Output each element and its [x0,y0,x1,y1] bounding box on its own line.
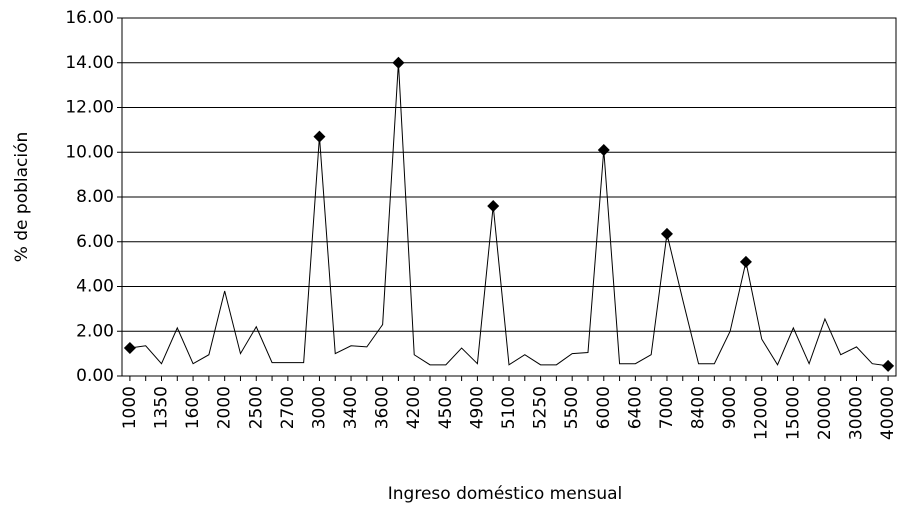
x-tick-label: 1350 [151,386,171,429]
x-tick-label: 1600 [183,386,203,429]
marker [882,359,895,372]
x-tick-label: 12000 [752,386,772,440]
marker [660,227,673,240]
x-tick-label: 3400 [341,386,361,429]
x-tick-label: 6400 [625,386,645,429]
marker [597,144,610,157]
y-tick-label: 6.00 [76,232,114,252]
x-tick-label: 30000 [847,386,867,440]
x-tick-label: 2700 [278,386,298,429]
x-tick-label: 20000 [815,386,835,440]
x-tick-label: 9000 [720,386,740,429]
x-tick-label: 7000 [657,386,677,429]
x-tick-label: 5250 [531,386,551,429]
x-tick-label: 15000 [783,386,803,440]
marker [123,342,136,355]
y-tick-label: 8.00 [76,187,114,207]
x-tick-label: 5500 [562,386,582,429]
y-tick-label: 12.00 [65,98,114,118]
y-tick-label: 10.00 [65,142,114,162]
x-tick-label: 3600 [373,386,393,429]
marker [739,255,752,268]
x-tick-label: 6000 [594,386,614,429]
y-tick-label: 14.00 [65,53,114,73]
x-tick-label: 2500 [246,386,266,429]
x-tick-label: 4200 [404,386,424,429]
marker [392,56,405,69]
line [129,62,889,367]
x-tick-label: 4900 [467,386,487,429]
x-tick-label: 1000 [120,386,140,429]
marker [313,130,326,143]
y-tick-label: 0.00 [76,366,114,386]
y-tick-label: 2.00 [76,321,114,341]
y-axis-title: % de población [12,132,32,263]
y-tick-label: 16.00 [65,8,114,28]
x-tick-label: 5100 [499,386,519,429]
y-tick-label: 4.00 [76,277,114,297]
x-tick-label: 4500 [436,386,456,429]
marker [487,199,500,212]
x-tick-label: 40000 [878,386,898,440]
x-axis-title: Ingreso doméstico mensual [388,484,623,504]
x-tick-label: 3000 [309,386,329,429]
x-tick-label: 8400 [689,386,709,429]
x-tick-label: 2000 [215,386,235,429]
